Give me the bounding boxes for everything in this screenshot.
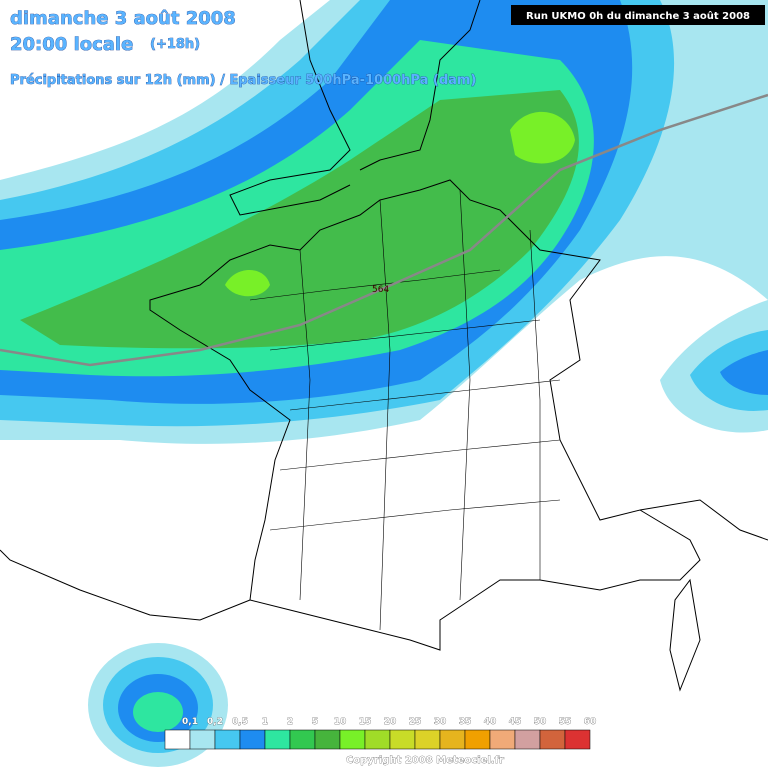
legend-swatch: [539, 729, 566, 750]
legend-label: 20: [384, 717, 397, 727]
legend-swatch: [414, 729, 441, 750]
legend-label: 1: [262, 717, 268, 727]
legend-label: 0,1: [182, 717, 198, 727]
legend-label: 0,2: [207, 717, 223, 727]
legend-label: 35: [459, 717, 472, 727]
legend-label: 5: [312, 717, 318, 727]
time: 20:00 locale: [10, 34, 133, 55]
legend-swatch: [364, 729, 391, 750]
lead-time: (+18h): [150, 37, 200, 52]
legend-swatch: [239, 729, 266, 750]
department-borders: [249, 189, 561, 631]
title: dimanche 3 août 2008: [10, 8, 236, 29]
thickness-isoline: [0, 93, 768, 367]
legend-swatch: [514, 729, 541, 750]
legend-swatch: [189, 729, 216, 750]
isoline-label: 564: [372, 285, 389, 295]
legend-label: 15: [359, 717, 372, 727]
legend-label: 0,5: [232, 717, 248, 727]
legend: 0,1 0,2 0,5 1 2 5 10 15 20 25 30 35 40 45 50 55 60: [164, 717, 597, 750]
legend-label: 45: [509, 717, 522, 727]
legend-label: 50: [534, 717, 547, 727]
legend-swatch: [164, 729, 191, 750]
legend-swatch: [289, 729, 316, 750]
coastline: [0, 0, 768, 692]
legend-swatch: [389, 729, 416, 750]
legend-label: 2: [287, 717, 293, 727]
legend-swatch: [439, 729, 466, 750]
legend-swatch: [339, 729, 366, 750]
legend-swatch: [264, 729, 291, 750]
legend-swatch: [564, 729, 591, 750]
legend-label: 25: [409, 717, 422, 727]
legend-label: 55: [559, 717, 572, 727]
legend-swatch: [464, 729, 491, 750]
legend-label: 30: [434, 717, 447, 727]
run-box: [511, 5, 765, 25]
legend-label: 10: [334, 717, 347, 727]
legend-swatch: [314, 729, 341, 750]
run-label: Run UKMO 0h du dimanche 3 août 2008: [526, 10, 750, 22]
legend-label: 40: [484, 717, 497, 727]
subtitle: Précipitations sur 12h (mm) / Epaisseur …: [10, 73, 476, 88]
legend-swatch: [489, 729, 516, 750]
legend-swatch: [214, 729, 241, 750]
legend-label: 60: [584, 717, 597, 727]
copyright: Copyright 2008 Meteociel.fr: [346, 755, 504, 766]
